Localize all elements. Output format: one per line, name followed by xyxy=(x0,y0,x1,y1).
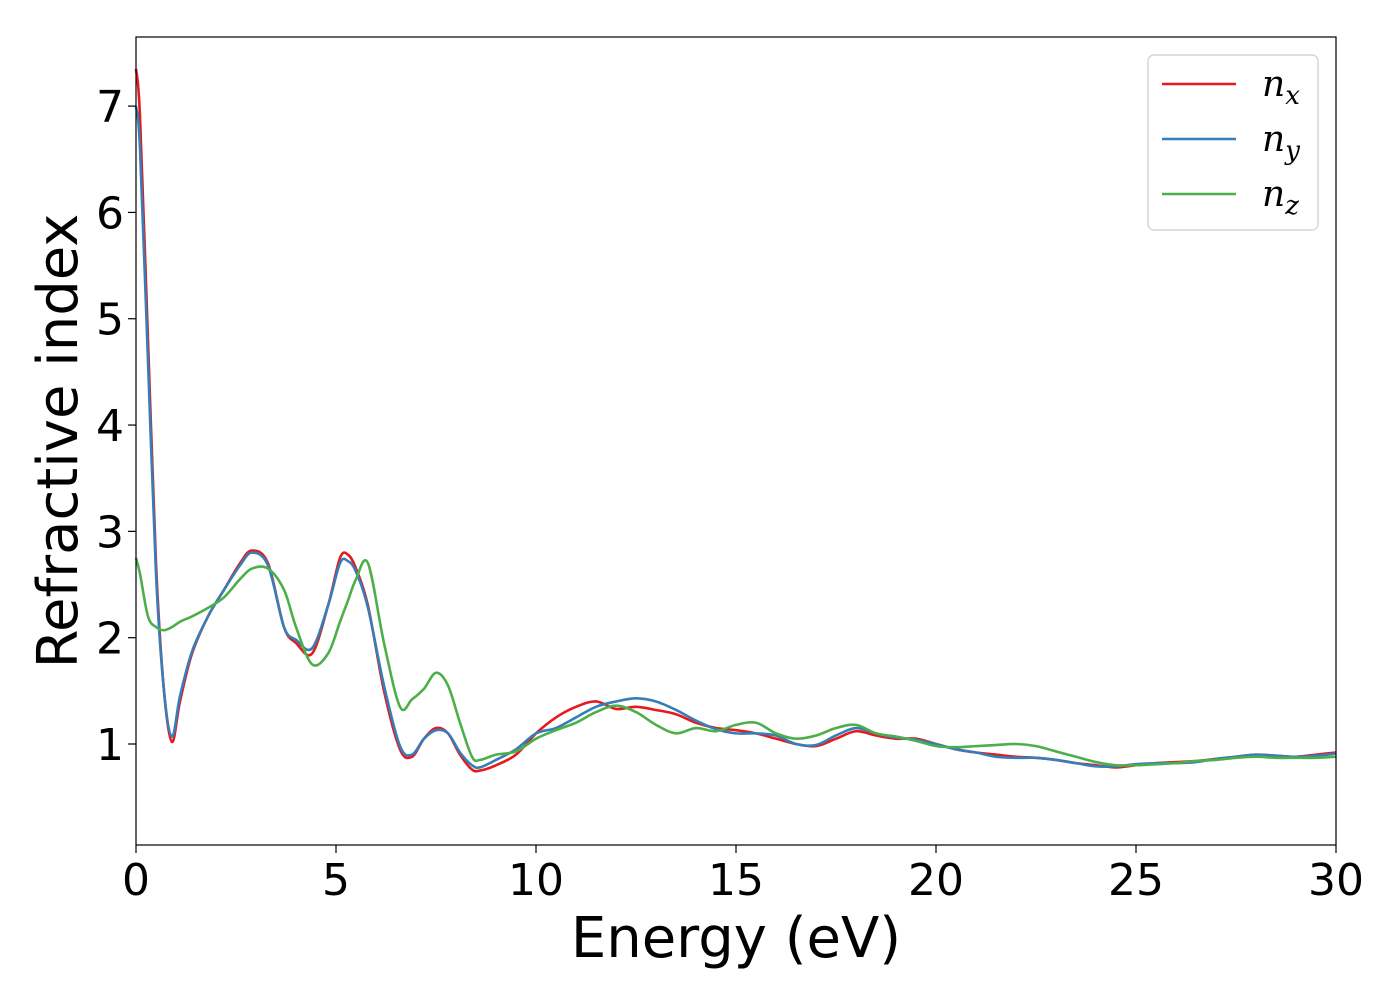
y-axis-label: Refractive index xyxy=(26,214,91,669)
x-tick-label: 5 xyxy=(322,855,350,906)
y-tick-label: 4 xyxy=(96,401,124,452)
x-tick-label: 0 xyxy=(122,855,150,906)
legend: nx ny nz xyxy=(1147,54,1319,231)
legend-frame xyxy=(1147,54,1319,231)
x-tick-label: 25 xyxy=(1108,855,1164,906)
legend-label-nz: nz xyxy=(1262,174,1299,221)
legend-items: nx ny nz xyxy=(1162,64,1300,221)
y-tick-label: 1 xyxy=(96,720,124,771)
y-tick-label: 6 xyxy=(96,188,124,239)
x-axis-ticks: 0 5 10 15 20 25 30 xyxy=(122,845,1364,906)
y-tick-label: 5 xyxy=(96,295,124,346)
y-tick-label: 7 xyxy=(96,82,124,133)
y-axis-ticks: 1 2 3 4 5 6 7 xyxy=(96,82,136,771)
legend-label-ny: ny xyxy=(1262,119,1300,166)
series-line-nz xyxy=(134,557,1337,767)
x-tick-label: 20 xyxy=(908,855,964,906)
y-tick-label: 3 xyxy=(96,507,124,558)
x-axis-label: Energy (eV) xyxy=(571,906,901,971)
legend-label-nx: nx xyxy=(1262,64,1300,111)
x-tick-label: 15 xyxy=(708,855,764,906)
x-tick-label: 30 xyxy=(1308,855,1364,906)
x-tick-label: 10 xyxy=(508,855,564,906)
series-line-ny xyxy=(134,105,1337,770)
series-layer xyxy=(134,68,1337,773)
y-tick-label: 2 xyxy=(96,614,124,665)
